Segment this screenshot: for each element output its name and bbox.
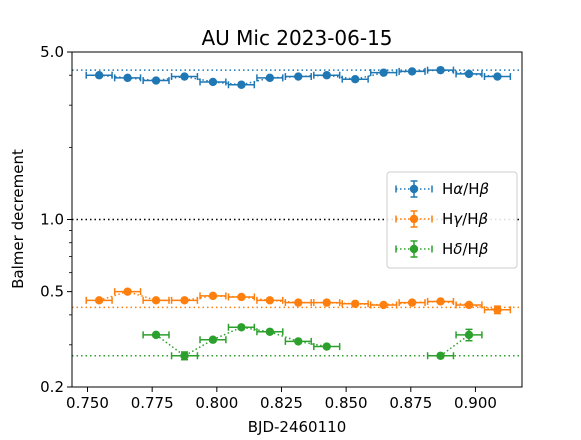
data-point	[464, 300, 474, 310]
data-point	[436, 297, 445, 306]
data-point	[237, 80, 246, 89]
legend-marker	[409, 184, 419, 194]
x-axis-label: BJD-2460110	[248, 418, 346, 436]
x-tick-label: 0.825	[260, 394, 303, 412]
series-connector	[440, 334, 470, 357]
x-tick-label: 0.850	[325, 394, 368, 412]
data-point	[151, 330, 161, 340]
legend-box	[386, 171, 518, 269]
legend-label: Hδ/Hβ	[442, 240, 489, 258]
data-point	[94, 71, 104, 80]
data-point	[322, 71, 331, 80]
data-point	[294, 298, 303, 307]
x-tick-label: 0.750	[66, 394, 109, 412]
legend-label: Hα/Hβ	[442, 180, 490, 198]
data-point	[493, 72, 502, 81]
x-tick-label: 0.875	[389, 394, 432, 412]
data-point	[350, 75, 360, 84]
data-point	[208, 335, 218, 344]
data-point	[350, 299, 360, 308]
series-1	[85, 287, 512, 315]
y-tick-label: 0.2	[40, 378, 64, 396]
legend: Hα/Hβ Hγ/Hβ Hδ/Hβ	[386, 171, 518, 269]
legend-entry: Hγ/Hβ	[395, 210, 489, 228]
legend-marker	[409, 244, 419, 254]
chart-title: AU Mic 2023-06-15	[201, 26, 392, 50]
legend-entry: Hα/Hβ	[395, 180, 490, 198]
data-point	[294, 72, 303, 81]
data-point	[464, 69, 474, 79]
data-point	[237, 292, 246, 302]
data-point	[265, 296, 275, 305]
data-point	[180, 72, 189, 81]
plot-area	[72, 65, 522, 361]
data-point	[322, 342, 331, 351]
data-point	[123, 287, 132, 296]
data-point	[265, 327, 275, 336]
data-point	[322, 298, 331, 307]
data-point	[180, 351, 189, 360]
data-point	[464, 330, 474, 340]
series-2	[142, 323, 483, 361]
data-point	[493, 305, 502, 314]
legend-entry: Hδ/Hβ	[395, 240, 489, 258]
data-point	[180, 296, 189, 305]
axes: 0.750 0.775 0.800 0.825 0.850 0.875 0.900 0.2 0.…	[40, 43, 523, 412]
data-point	[294, 337, 303, 346]
y-axis-label: Balmer decrement	[9, 149, 27, 289]
data-point	[436, 65, 445, 75]
data-point	[265, 73, 275, 83]
data-point	[379, 300, 388, 310]
y-tick-label: 5.0	[40, 43, 64, 61]
y-tick-label: 1.0	[40, 211, 64, 229]
data-point	[407, 67, 417, 76]
data-point	[123, 73, 132, 83]
x-tick-label: 0.900	[454, 394, 497, 412]
data-point	[94, 296, 104, 305]
legend-marker	[409, 214, 419, 224]
data-point	[237, 323, 246, 332]
legend-label: Hγ/Hβ	[442, 210, 489, 228]
series-0	[85, 65, 512, 89]
data-point	[151, 76, 161, 85]
x-tick-label: 0.800	[195, 394, 238, 412]
data-point	[436, 351, 445, 360]
data-point	[151, 296, 161, 305]
x-tick-label: 0.775	[131, 394, 174, 412]
data-point	[379, 68, 388, 77]
y-tick-label: 0.5	[40, 283, 64, 301]
data-point	[208, 291, 218, 301]
data-point	[407, 298, 417, 307]
data-point	[208, 77, 218, 87]
